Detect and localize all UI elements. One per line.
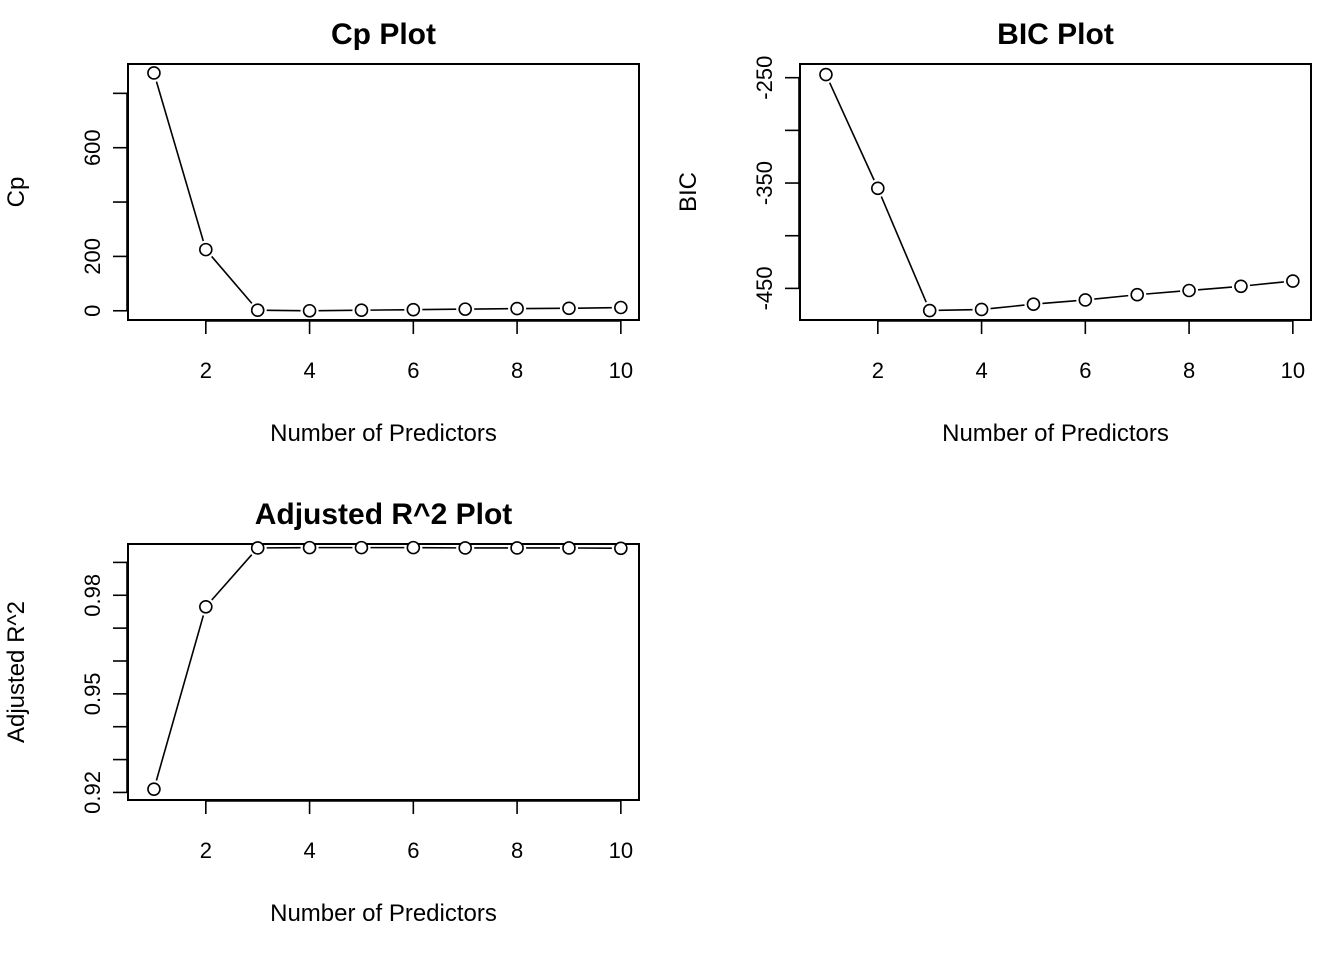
chart-title: Cp Plot — [331, 18, 436, 51]
series-line-segment — [1249, 281, 1284, 287]
series-line-segment — [990, 304, 1025, 310]
data-point — [1234, 279, 1248, 294]
data-point — [1286, 274, 1300, 288]
y-tick-label: 0.98 — [80, 574, 105, 617]
plot-panel-3: Adjusted R^2 Plot 2 4 6 8 10 Number of Predict… — [3, 498, 640, 927]
data-point — [250, 541, 265, 555]
data-point — [614, 541, 628, 556]
data-point — [406, 302, 421, 317]
y-tick-label: -350 — [752, 161, 777, 205]
x-tick-label: 10 — [609, 358, 633, 383]
series-line-segment — [1197, 286, 1233, 291]
data-point — [458, 302, 473, 316]
series-line-segment — [155, 81, 205, 242]
series-line-segment — [938, 308, 973, 312]
series-line-segment — [828, 82, 875, 181]
x-tick-label: 8 — [511, 358, 523, 383]
plot-frame — [127, 543, 640, 801]
data-point — [354, 540, 369, 555]
plot-frame — [799, 63, 1312, 321]
x-tick-label: 2 — [200, 358, 212, 383]
series-line-segment — [211, 255, 253, 304]
data-point — [922, 303, 937, 318]
series-line-segment — [1094, 294, 1129, 300]
data-point — [871, 181, 885, 196]
x-tick-label: 2 — [872, 358, 884, 383]
data-point — [199, 599, 213, 614]
plot-panel-2: BIC Plot 2 4 6 8 10 Number of Predictors -450 -3… — [675, 18, 1312, 447]
data-point — [458, 541, 473, 555]
x-tick-label: 6 — [407, 358, 419, 383]
plot-panel-1: Cp Plot 2 4 6 8 10 Number of Predictors 0 200 600… — [3, 18, 640, 447]
y-tick-label: 0 — [80, 305, 105, 317]
x-tick-label: 8 — [1183, 358, 1195, 383]
x-tick-label: 8 — [511, 838, 523, 863]
x-tick-label: 4 — [303, 838, 315, 863]
data-point — [302, 540, 317, 555]
y-axis-label: Cp — [3, 177, 30, 208]
data-point — [147, 782, 161, 796]
series-line-segment — [155, 615, 205, 781]
data-point — [302, 303, 317, 318]
data-point — [250, 303, 265, 318]
data-point — [614, 300, 628, 315]
data-point — [354, 303, 369, 318]
series-line-segment — [1042, 299, 1077, 305]
data-point — [406, 540, 421, 555]
plot-frame — [127, 63, 640, 321]
series-line-segment — [211, 554, 253, 601]
x-tick-label: 6 — [1079, 358, 1091, 383]
y-axis-label: Adjusted R^2 — [3, 601, 30, 743]
series-line-segment — [1146, 290, 1181, 295]
x-tick-label: 10 — [1281, 358, 1305, 383]
y-axis-label: BIC — [675, 172, 702, 212]
data-point — [510, 301, 524, 316]
chart-title: BIC Plot — [997, 18, 1114, 51]
x-axis-label: Number of Predictors — [270, 900, 497, 927]
y-tick-label: 200 — [80, 238, 105, 275]
data-point — [819, 67, 833, 82]
x-axis-label: Number of Predictors — [942, 420, 1169, 447]
data-point — [974, 302, 989, 317]
y-tick-label: 0.95 — [80, 672, 105, 715]
x-tick-label: 2 — [200, 838, 212, 863]
data-point — [1130, 287, 1145, 302]
data-point — [147, 66, 161, 80]
data-point — [1026, 297, 1041, 311]
y-tick-label: -250 — [752, 56, 777, 100]
data-point — [562, 301, 576, 316]
data-point — [1182, 283, 1196, 298]
data-point — [510, 541, 524, 555]
x-axis-label: Number of Predictors — [270, 420, 497, 447]
data-point — [199, 242, 213, 257]
x-tick-label: 6 — [407, 838, 419, 863]
chart-title: Adjusted R^2 Plot — [255, 498, 513, 531]
series-line-segment — [577, 306, 612, 309]
y-tick-label: -450 — [752, 266, 777, 310]
data-point — [562, 541, 576, 555]
y-tick-label: 0.92 — [80, 771, 105, 814]
x-tick-label: 4 — [975, 358, 987, 383]
series-line-segment — [880, 196, 927, 303]
y-tick-label: 600 — [80, 129, 105, 166]
x-tick-label: 10 — [609, 838, 633, 863]
x-tick-label: 4 — [303, 358, 315, 383]
data-point — [1078, 293, 1093, 307]
